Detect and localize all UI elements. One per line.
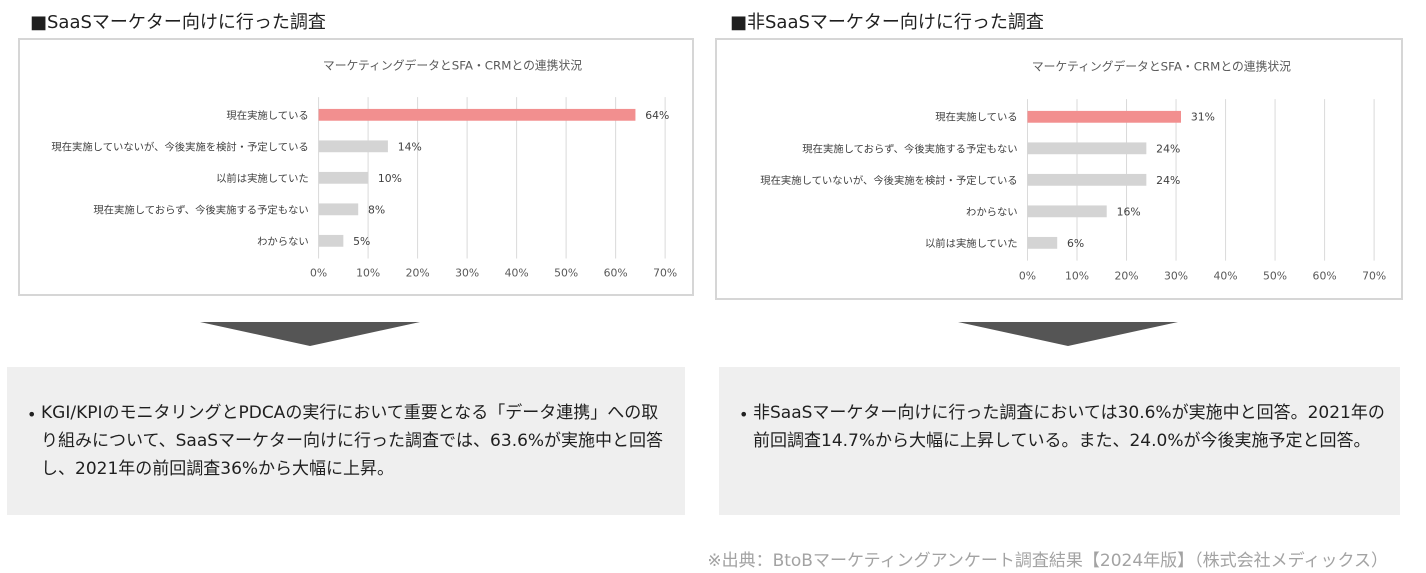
x-tick-label: 0% xyxy=(1019,269,1036,282)
summary-box: • KGI/KPIのモニタリングとPDCAの実行において重要となる「データ連携」… xyxy=(7,367,685,515)
bar xyxy=(318,171,369,184)
category-label: 現在実施していないが、今後実施を検討・予定している xyxy=(51,140,308,153)
x-tick-label: 0% xyxy=(310,266,327,279)
bar xyxy=(1027,142,1147,155)
chart-title: マーケティングデータとSFA・CRMとの連携状況 xyxy=(1032,60,1291,74)
category-label: わからない xyxy=(966,206,1018,218)
category-label: 現在実施しておらず、今後実施する予定もない xyxy=(802,142,1017,155)
x-tick-label: 10% xyxy=(356,266,380,279)
section-heading: ■非SaaSマーケター向けに行った調査 xyxy=(730,12,1044,33)
down-arrow-icon xyxy=(958,322,1178,346)
x-tick-label: 10% xyxy=(1065,269,1089,282)
source-citation: ※出典：BtoBマーケティングアンケート調査結果【2024年版】（株式会社メディ… xyxy=(707,551,1388,571)
summary-box: • 非SaaSマーケター向けに行った調査においては30.6%が実施中と回答。20… xyxy=(719,367,1400,515)
bar xyxy=(318,234,344,247)
x-tick-label: 50% xyxy=(554,266,578,279)
data-label: 16% xyxy=(1117,205,1141,218)
x-tick-label: 50% xyxy=(1263,269,1287,282)
category-label: 現在実施している xyxy=(226,109,308,122)
bullet-icon: • xyxy=(739,405,749,424)
x-tick-label: 70% xyxy=(653,266,677,279)
bar xyxy=(1027,110,1181,123)
summary-text: 非SaaSマーケター向けに行った調査においては30.6%が実施中と回答。2021… xyxy=(753,403,1385,451)
data-label: 5% xyxy=(353,235,370,248)
data-label: 31% xyxy=(1191,111,1215,124)
section-heading: ■SaaSマーケター向けに行った調査 xyxy=(30,12,326,33)
category-label: 以前は実施していた xyxy=(925,237,1018,250)
data-label: 6% xyxy=(1067,237,1084,250)
category-label: 現在実施していないが、今後実施を検討・予定している xyxy=(760,174,1017,187)
x-tick-label: 40% xyxy=(1214,269,1238,282)
chart-panel: マーケティングデータとSFA・CRMとの連携状況 0% 10% 20% 30% 40% 50… xyxy=(18,38,694,296)
bar-chart: マーケティングデータとSFA・CRMとの連携状況 0% 10% 20% 30% 40% 50… xyxy=(760,60,1386,283)
bar xyxy=(318,203,359,216)
x-tick-label: 30% xyxy=(455,266,479,279)
data-label: 10% xyxy=(378,172,402,185)
category-label: わからない xyxy=(257,236,309,248)
data-label: 64% xyxy=(645,109,669,122)
chart-panel: マーケティングデータとSFA・CRMとの連携状況 0% 10% 20% 30% 40% 50… xyxy=(715,38,1403,300)
category-label: 現在実施しておらず、今後実施する予定もない xyxy=(93,203,308,216)
data-label: 8% xyxy=(368,203,385,216)
bar xyxy=(1027,205,1107,218)
category-label: 以前は実施していた xyxy=(216,172,309,185)
bar xyxy=(1027,173,1147,186)
bar xyxy=(318,108,636,121)
x-tick-label: 30% xyxy=(1164,269,1188,282)
bullet-icon: • xyxy=(27,405,37,424)
data-label: 14% xyxy=(398,140,422,153)
bar-chart: マーケティングデータとSFA・CRMとの連携状況 0% 10% 20% 30% 40% 50… xyxy=(51,59,677,280)
x-tick-label: 20% xyxy=(1114,269,1138,282)
x-tick-label: 20% xyxy=(406,266,430,279)
x-tick-label: 70% xyxy=(1362,269,1386,282)
x-tick-label: 60% xyxy=(604,266,628,279)
category-label: 現在実施している xyxy=(935,111,1017,124)
bar xyxy=(318,140,388,153)
down-arrow-icon xyxy=(200,322,420,346)
x-tick-label: 40% xyxy=(505,266,529,279)
x-tick-label: 60% xyxy=(1313,269,1337,282)
data-label: 24% xyxy=(1156,142,1180,155)
chart-title: マーケティングデータとSFA・CRMとの連携状況 xyxy=(323,59,582,73)
summary-text: KGI/KPIのモニタリングとPDCAの実行において重要となる「データ連携」への… xyxy=(41,403,664,479)
bar xyxy=(1027,236,1058,249)
data-label: 24% xyxy=(1156,174,1180,187)
